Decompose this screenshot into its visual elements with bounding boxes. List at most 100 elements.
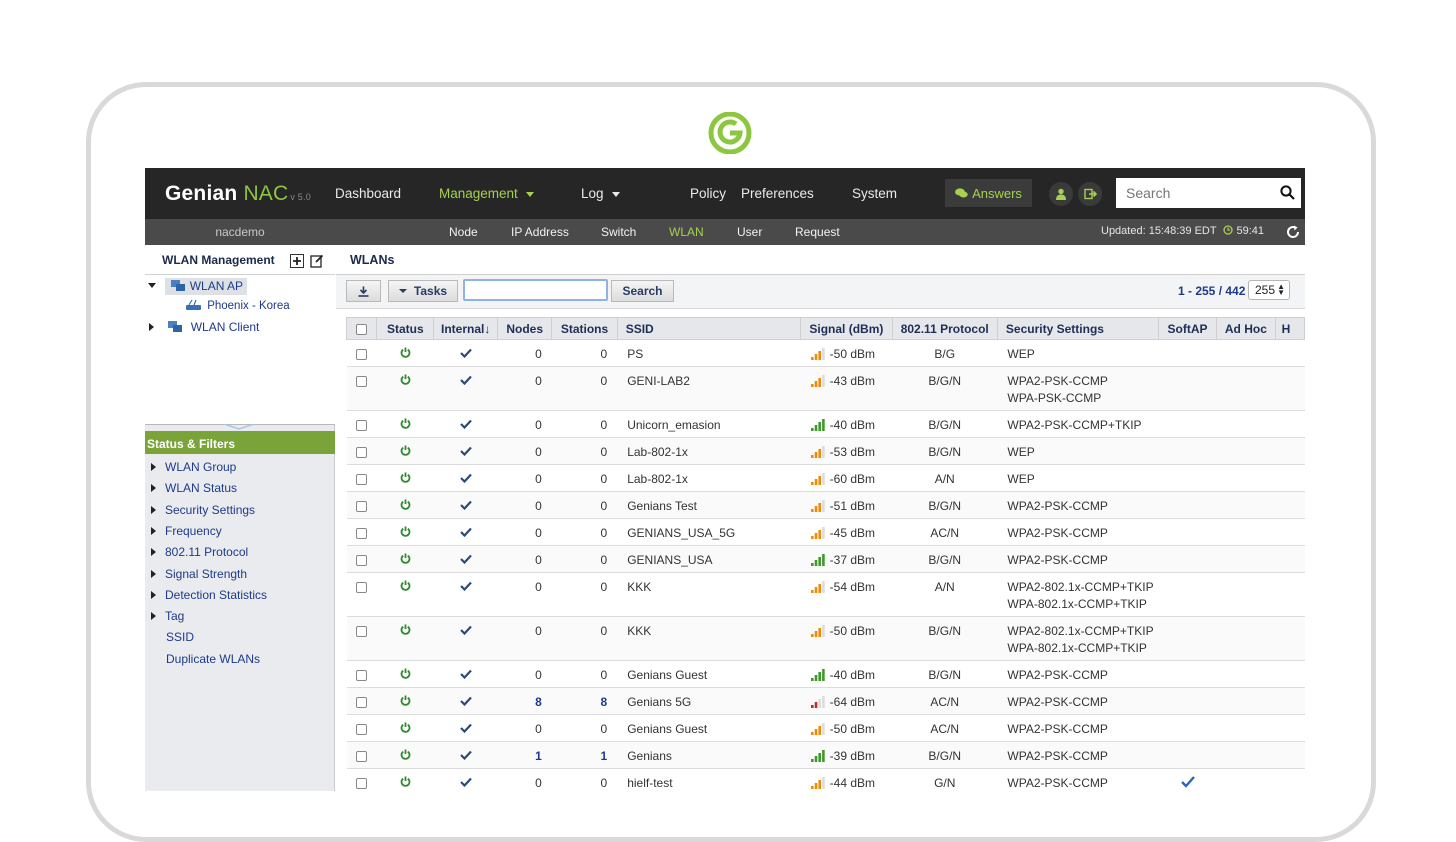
table-row[interactable]: 0 0 GENIANS_USA -37 dBm B/G/N WPA2-PSK-CCMP — [346, 545, 1305, 573]
column-header-security[interactable]: Security Settings — [996, 317, 1159, 340]
row-checkbox[interactable] — [356, 349, 368, 361]
row-select-cell[interactable] — [346, 491, 377, 519]
add-button[interactable] — [290, 254, 304, 268]
nav-item-policy[interactable]: Policy — [690, 186, 726, 201]
nav-item-preferences[interactable]: Preferences — [741, 186, 814, 201]
filter-802-11-protocol[interactable]: 802.11 Protocol — [151, 545, 248, 559]
row-checkbox[interactable] — [356, 501, 368, 513]
row-checkbox[interactable] — [356, 670, 368, 682]
row-checkbox[interactable] — [356, 778, 368, 790]
nav-item-log[interactable]: Log — [581, 186, 620, 201]
table-row[interactable]: 0 0 KKK -50 dBm B/G/N WPA2-802.1x-CCMP+TKIP WP… — [346, 616, 1305, 661]
answers-button[interactable]: Answers — [945, 179, 1032, 207]
nav-item-system[interactable]: System — [852, 186, 897, 201]
page-size-select[interactable]: 255 ▲ ▼ — [1248, 280, 1290, 300]
tree-item-wlan-ap[interactable]: WLAN AP — [148, 278, 248, 295]
row-select-cell[interactable] — [346, 464, 377, 492]
tree-item-phoenix-korea[interactable]: Phoenix - Korea — [186, 299, 290, 312]
column-header-softap[interactable]: SoftAP — [1157, 317, 1218, 340]
table-row[interactable]: 0 0 Lab-802-1x -60 dBm A/N WEP — [346, 464, 1305, 492]
search-button[interactable]: Search — [611, 280, 674, 302]
stations-cell[interactable]: 8 — [551, 687, 618, 715]
row-select-cell[interactable] — [346, 660, 377, 688]
panel-splitter[interactable] — [145, 424, 335, 430]
nodes-cell[interactable]: 1 — [497, 741, 552, 769]
expand-arrow-icon[interactable] — [151, 526, 156, 535]
filter-wlan-group[interactable]: WLAN Group — [151, 460, 236, 474]
row-select-cell[interactable] — [346, 437, 377, 465]
tree-item-wlan-client[interactable]: WLAN Client — [149, 320, 259, 334]
table-row[interactable]: 0 0 GENIANS_USA_5G -45 dBm AC/N WPA2-PSK-CCMP — [346, 518, 1305, 546]
row-checkbox[interactable] — [356, 626, 368, 638]
filter-duplicate-wlans[interactable]: Duplicate WLANs — [151, 652, 260, 666]
column-header-ssid[interactable]: SSID — [616, 317, 802, 340]
column-header-nodes[interactable]: Nodes — [496, 317, 553, 340]
table-row[interactable]: 8 8 Genians 5G -64 dBm AC/N WPA2-PSK-CCMP — [346, 687, 1305, 715]
export-button[interactable] — [346, 280, 381, 302]
row-select-cell[interactable] — [346, 545, 377, 573]
collapse-handle-icon[interactable] — [222, 424, 256, 430]
expand-arrow-icon[interactable] — [149, 323, 154, 331]
expand-arrow-icon[interactable] — [151, 590, 156, 599]
column-header-status[interactable]: Status — [376, 317, 435, 340]
expand-arrow-icon[interactable] — [151, 484, 156, 493]
table-row[interactable]: 0 0 Genians Test -51 dBm B/G/N WPA2-PSK-CCMP — [346, 491, 1305, 519]
row-select-cell[interactable] — [346, 572, 377, 617]
row-checkbox[interactable] — [356, 528, 368, 540]
subnav-item-request[interactable]: Request — [795, 225, 840, 239]
row-checkbox[interactable] — [356, 582, 368, 594]
table-row[interactable]: 0 0 PS -50 dBm B/G WEP — [346, 339, 1305, 367]
row-select-cell[interactable] — [346, 339, 377, 367]
row-select-cell[interactable] — [346, 410, 377, 438]
refresh-icon[interactable] — [1285, 224, 1301, 240]
column-header-signal[interactable]: Signal (dBm) — [800, 317, 893, 340]
subnav-item-switch[interactable]: Switch — [601, 225, 637, 239]
column-header-protocol[interactable]: 802.11 Protocol — [891, 317, 998, 340]
table-row[interactable]: 0 0 KKK -54 dBm A/N WPA2-802.1x-CCMP+TKIP WPA-… — [346, 572, 1305, 617]
row-checkbox[interactable] — [356, 697, 368, 709]
search-icon[interactable] — [1280, 185, 1295, 200]
filter-tag[interactable]: Tag — [151, 609, 184, 623]
user-profile-button[interactable] — [1049, 182, 1073, 206]
filter-frequency[interactable]: Frequency — [151, 524, 222, 538]
row-select-cell[interactable] — [346, 687, 377, 715]
edit-button[interactable] — [310, 254, 324, 268]
expand-arrow-icon[interactable] — [151, 569, 156, 578]
column-header-hidden[interactable]: H — [1274, 317, 1305, 340]
expand-arrow-icon[interactable] — [151, 463, 156, 471]
row-checkbox[interactable] — [356, 751, 368, 763]
expand-arrow-icon[interactable] — [151, 612, 156, 621]
filter-security-settings[interactable]: Security Settings — [151, 503, 255, 517]
table-row[interactable]: 0 0 Genians Guest -50 dBm AC/N WPA2-PSK-CCMP — [346, 714, 1305, 742]
stations-cell[interactable]: 1 — [551, 741, 618, 769]
nodes-cell[interactable]: 8 — [497, 687, 552, 715]
table-row[interactable]: 0 0 GENI-LAB2 -43 dBm B/G/N WPA2-PSK-CCMP WPA-… — [346, 366, 1305, 411]
table-row[interactable]: 0 0 hielf-test -44 dBm G/N WPA2-PSK-CCMP — [346, 768, 1305, 791]
select-all-checkbox[interactable] — [356, 323, 368, 335]
row-checkbox[interactable] — [356, 724, 368, 736]
wlan-search-input[interactable] — [463, 279, 608, 301]
subnav-item-wlan[interactable]: WLAN — [669, 225, 704, 239]
row-checkbox[interactable] — [356, 555, 368, 567]
filter-signal-strength[interactable]: Signal Strength — [151, 567, 247, 581]
filter-detection-statistics[interactable]: Detection Statistics — [151, 588, 267, 602]
subnav-item-node[interactable]: Node — [449, 225, 478, 239]
filter-wlan-status[interactable]: WLAN Status — [151, 481, 237, 495]
table-row[interactable]: 0 0 Genians Guest -40 dBm B/G/N WPA2-PSK-CCMP — [346, 660, 1305, 688]
logout-button[interactable] — [1078, 182, 1102, 206]
expand-arrow-icon[interactable] — [148, 283, 156, 288]
table-row[interactable]: 0 0 Unicorn_emasion -40 dBm B/G/N WPA2-PSK-CC… — [346, 410, 1305, 438]
row-select-cell[interactable] — [346, 616, 377, 661]
row-checkbox[interactable] — [356, 474, 368, 486]
row-select-cell[interactable] — [346, 714, 377, 742]
app-logo[interactable]: Genian NAC v 5.0 — [165, 182, 311, 206]
table-row[interactable]: 0 0 Lab-802-1x -53 dBm B/G/N WEP — [346, 437, 1305, 465]
subnav-item-ip-address[interactable]: IP Address — [511, 225, 569, 239]
row-checkbox[interactable] — [356, 447, 368, 459]
expand-arrow-icon[interactable] — [151, 505, 156, 514]
table-row[interactable]: 1 1 Genians -39 dBm B/G/N WPA2-PSK-CCMP — [346, 741, 1305, 769]
select-all-header[interactable] — [345, 317, 378, 340]
row-select-cell[interactable] — [346, 741, 377, 769]
nav-item-management[interactable]: Management — [439, 186, 534, 201]
row-select-cell[interactable] — [346, 518, 377, 546]
